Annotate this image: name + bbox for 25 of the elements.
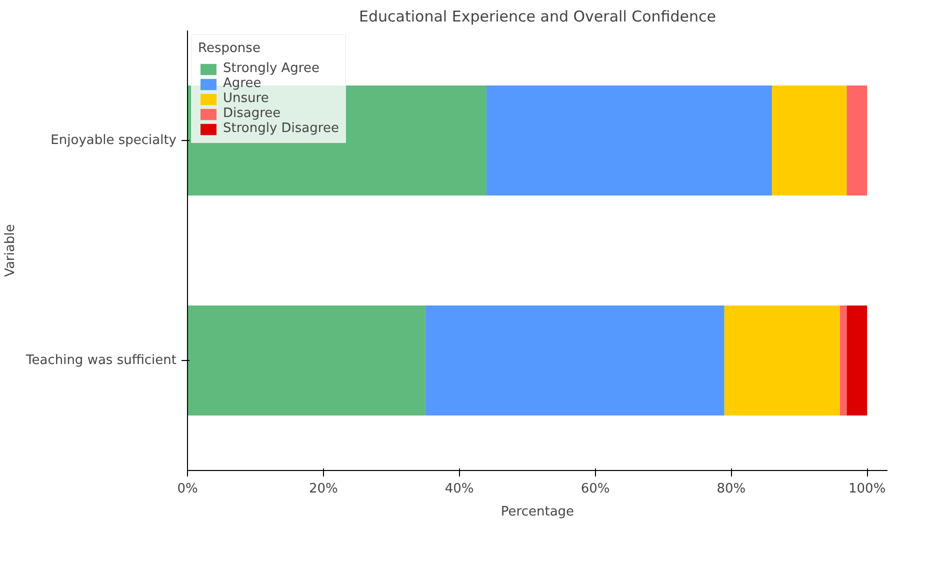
bar bbox=[846, 86, 868, 196]
bar bbox=[772, 86, 847, 196]
x-tick-label: 40% bbox=[444, 482, 474, 496]
x-tick-label: 80% bbox=[716, 482, 746, 496]
bar bbox=[846, 306, 868, 416]
bar bbox=[840, 306, 847, 416]
legend-label: Agree bbox=[223, 76, 262, 91]
legend-title: Response bbox=[198, 41, 262, 56]
y-axis-title: Variable bbox=[3, 224, 18, 277]
x-tick-label: 100% bbox=[848, 482, 886, 496]
bar bbox=[486, 86, 772, 196]
legend-label: Strongly Agree bbox=[223, 61, 320, 76]
chart-title: Educational Experience and Overall Confidence bbox=[359, 8, 716, 26]
x-axis-title: Percentage bbox=[500, 504, 574, 520]
bar bbox=[724, 306, 840, 416]
bar bbox=[188, 306, 426, 416]
y-tick-label: Teaching was sufficient bbox=[25, 353, 177, 368]
y-tick-label: Enjoyable specialty bbox=[50, 133, 177, 148]
x-tick-label: 0% bbox=[177, 482, 198, 496]
legend-label: Unsure bbox=[223, 91, 269, 106]
legend-label: Strongly Disagree bbox=[223, 121, 339, 136]
bar bbox=[425, 306, 724, 416]
x-tick-label: 60% bbox=[580, 482, 610, 496]
x-tick-label: 20% bbox=[308, 482, 338, 496]
legend-label: Disagree bbox=[223, 106, 281, 121]
